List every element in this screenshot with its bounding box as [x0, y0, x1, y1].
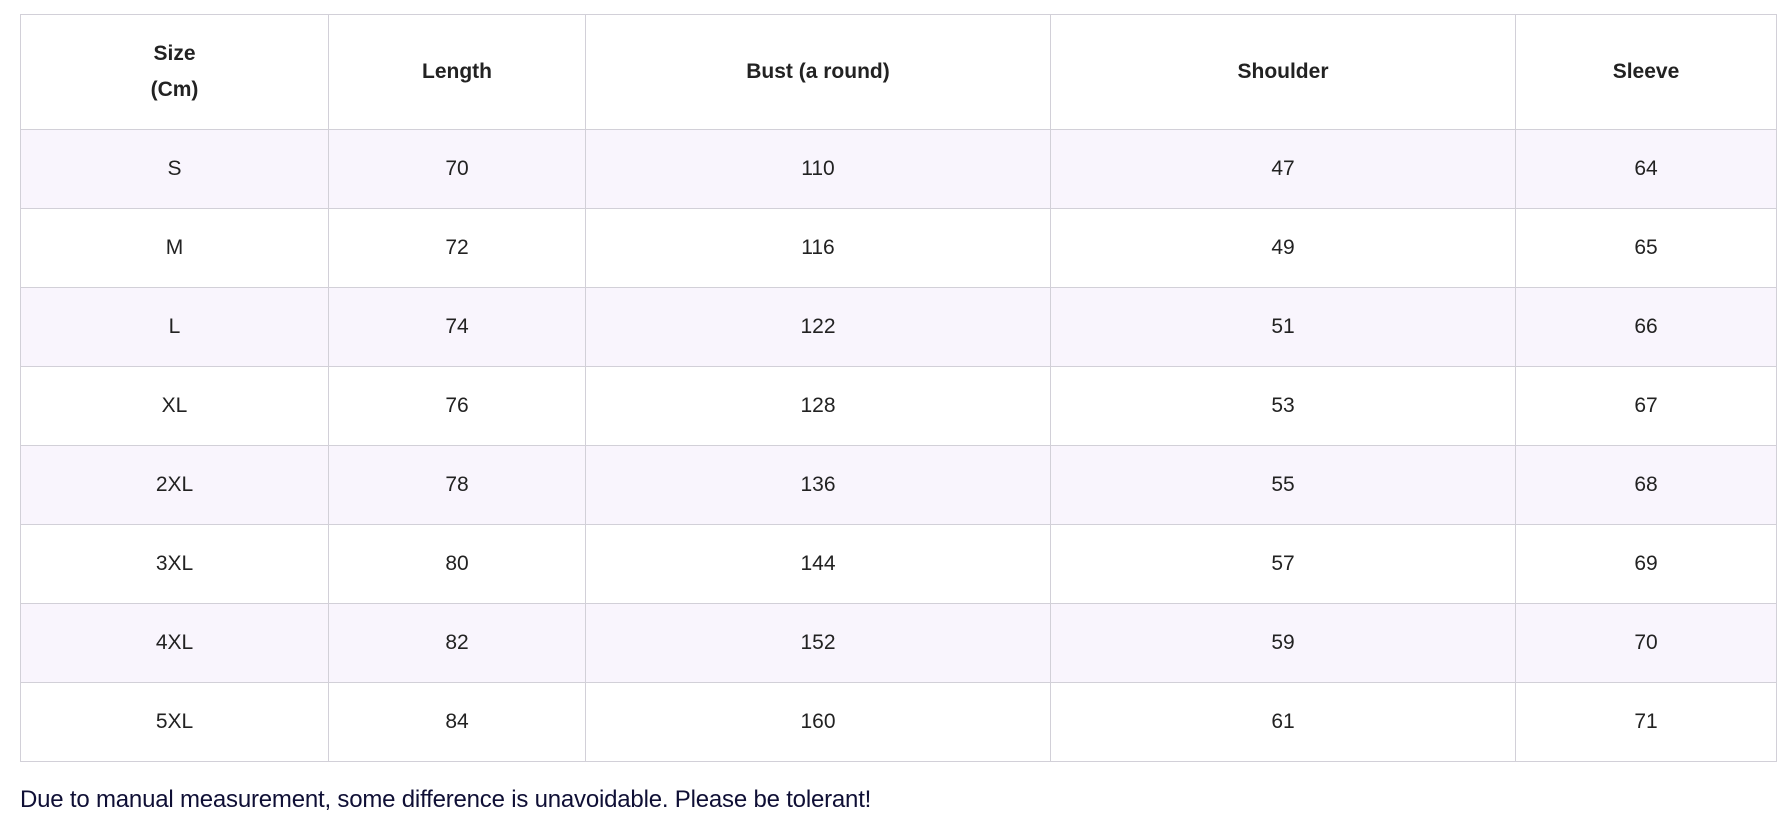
table-row: 4XL 82 152 59 70: [20, 603, 1777, 683]
cell-length: 78: [328, 445, 586, 525]
cell-size: 4XL: [20, 603, 329, 683]
table-row: 5XL 84 160 61 71: [20, 682, 1777, 762]
cell-sleeve: 71: [1515, 682, 1777, 762]
header-size-line2: (Cm): [150, 78, 199, 101]
cell-length: 84: [328, 682, 586, 762]
cell-shoulder: 61: [1050, 682, 1516, 762]
cell-shoulder: 49: [1050, 208, 1516, 288]
header-length: Length: [328, 14, 586, 130]
size-chart-table: Size (Cm) Length Bust (a round) Shoulder …: [20, 14, 1777, 762]
cell-length: 72: [328, 208, 586, 288]
measurement-note: Due to manual measurement, some differen…: [20, 786, 872, 813]
header-shoulder: Shoulder: [1050, 14, 1516, 130]
cell-size: M: [20, 208, 329, 288]
header-row: Size (Cm) Length Bust (a round) Shoulder …: [20, 14, 1777, 130]
cell-size: XL: [20, 366, 329, 446]
table-row: M 72 116 49 65: [20, 208, 1777, 288]
cell-bust: 144: [585, 524, 1051, 604]
cell-length: 70: [328, 129, 586, 209]
cell-size: S: [20, 129, 329, 209]
table-row: 3XL 80 144 57 69: [20, 524, 1777, 604]
cell-shoulder: 59: [1050, 603, 1516, 683]
cell-length: 82: [328, 603, 586, 683]
cell-bust: 116: [585, 208, 1051, 288]
cell-sleeve: 65: [1515, 208, 1777, 288]
cell-length: 80: [328, 524, 586, 604]
table-row: XL 76 128 53 67: [20, 366, 1777, 446]
header-sleeve: Sleeve: [1515, 14, 1777, 130]
header-size: Size (Cm): [20, 14, 329, 130]
cell-bust: 152: [585, 603, 1051, 683]
table-row: S 70 110 47 64: [20, 129, 1777, 209]
cell-size: 2XL: [20, 445, 329, 525]
cell-shoulder: 47: [1050, 129, 1516, 209]
cell-shoulder: 51: [1050, 287, 1516, 367]
cell-sleeve: 69: [1515, 524, 1777, 604]
cell-sleeve: 67: [1515, 366, 1777, 446]
cell-bust: 122: [585, 287, 1051, 367]
cell-size: 3XL: [20, 524, 329, 604]
cell-bust: 160: [585, 682, 1051, 762]
cell-sleeve: 66: [1515, 287, 1777, 367]
cell-bust: 128: [585, 366, 1051, 446]
cell-length: 74: [328, 287, 586, 367]
cell-size: 5XL: [20, 682, 329, 762]
table-row: L 74 122 51 66: [20, 287, 1777, 367]
cell-length: 76: [328, 366, 586, 446]
header-size-line1: Size: [153, 42, 196, 65]
cell-size: L: [20, 287, 329, 367]
cell-bust: 136: [585, 445, 1051, 525]
cell-sleeve: 68: [1515, 445, 1777, 525]
cell-sleeve: 70: [1515, 603, 1777, 683]
cell-shoulder: 53: [1050, 366, 1516, 446]
cell-shoulder: 57: [1050, 524, 1516, 604]
cell-shoulder: 55: [1050, 445, 1516, 525]
cell-sleeve: 64: [1515, 129, 1777, 209]
header-bust: Bust (a round): [585, 14, 1051, 130]
table-row: 2XL 78 136 55 68: [20, 445, 1777, 525]
cell-bust: 110: [585, 129, 1051, 209]
